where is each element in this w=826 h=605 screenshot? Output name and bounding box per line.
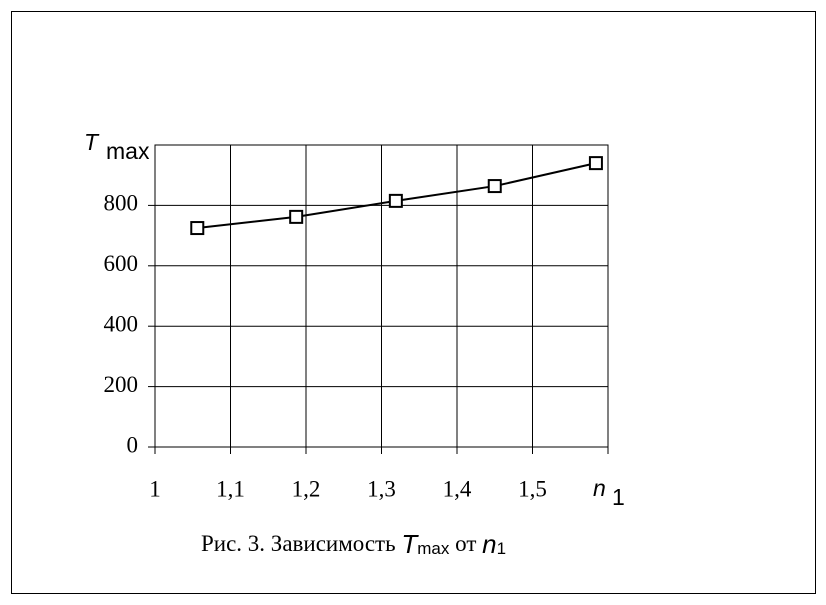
y-axis-label: T: [84, 129, 100, 155]
x-axis-label: n: [593, 475, 606, 501]
x-tick-label: 1,4: [443, 476, 472, 501]
caption-text: от: [449, 531, 482, 556]
caption-symbol: n: [482, 529, 496, 559]
y-tick-label: 0: [127, 432, 139, 457]
data-marker: [588, 156, 603, 171]
caption: Рис. 3. Зависимость Tmax от n1: [201, 529, 506, 559]
x-axis-label-sub: 1: [612, 484, 625, 510]
caption-symbol: T: [401, 529, 419, 559]
data-marker: [487, 179, 502, 194]
y-tick-label: 600: [104, 251, 139, 276]
data-marker: [190, 221, 205, 236]
x-tick-label: 1,1: [216, 476, 245, 501]
frame: [11, 11, 816, 594]
data-marker: [388, 193, 403, 208]
x-tick-label: 1: [149, 476, 161, 501]
x-tick-label: 1,2: [292, 476, 321, 501]
y-tick-label: 200: [104, 372, 139, 397]
y-tick-label: 800: [104, 191, 139, 216]
caption-text: Рис. 3. Зависимость: [201, 531, 401, 556]
x-tick-label: 1,5: [518, 476, 547, 501]
data-marker: [289, 209, 304, 224]
y-axis-label-sub: max: [106, 138, 150, 164]
y-tick-label: 400: [104, 311, 139, 336]
caption-sub: max: [417, 539, 450, 558]
caption-sub: 1: [497, 539, 506, 558]
x-tick-label: 1,3: [367, 476, 396, 501]
